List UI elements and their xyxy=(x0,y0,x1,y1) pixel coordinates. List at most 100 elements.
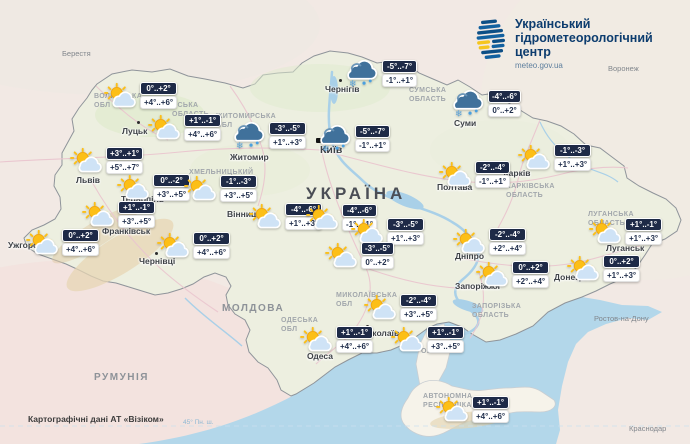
temp-range-top: -3°..-5° xyxy=(387,218,425,231)
city-label-полтава: Полтава xyxy=(437,182,473,192)
city-label-луцьк: Луцьк xyxy=(122,126,148,136)
temp-range-top: -1°..-3° xyxy=(220,175,258,188)
snow-cloud-icon: ❄ xyxy=(341,57,380,88)
city-label-ужгород: Ужгород xyxy=(8,240,44,250)
temp-range-bottom: +3°..+5° xyxy=(427,340,465,353)
temp-range-top: 0°..+2° xyxy=(603,255,641,268)
snow-cloud-icon: ❄ xyxy=(447,87,486,118)
capital-marker xyxy=(316,138,321,143)
oblast-label: СУМСЬКА ОБЛАСТЬ xyxy=(409,87,447,104)
temperature-label: 0°..+2° +2°..+4° xyxy=(512,261,550,288)
weather-station-kyiv: ❄ -5°..-7° -1°..+1° xyxy=(314,122,391,153)
temp-range-bottom: -1°..+1° xyxy=(355,139,391,152)
temp-range-bottom: 0°..+2° xyxy=(488,104,522,117)
sun-cloud-icon xyxy=(157,232,191,259)
weather-station-mykolaiv: -2°..-4° +3°..+5° xyxy=(364,294,438,321)
map-attribution: Картографічні дані АТ «Візіком» xyxy=(28,414,164,424)
temperature-label: -4°..-6° 0°..+2° xyxy=(488,90,522,117)
city-label-чернігів: Чернігів xyxy=(325,84,360,94)
svg-text:❄: ❄ xyxy=(349,80,356,88)
city-label-ростов-на-дону: Ростов-на-Дону xyxy=(594,314,649,323)
country-label-румунія: РУМУНІЯ xyxy=(94,372,149,383)
temperature-label: -3°..-5° +1°..+3° xyxy=(269,122,307,149)
latitude-label: 45° Пн. ш. xyxy=(183,419,214,426)
temp-range-top: +1°..-1° xyxy=(472,396,510,409)
weather-station-luhansk: +1°..-1° +1°..+3° xyxy=(589,218,663,245)
temperature-label: -2°..-4° -1°..+1° xyxy=(475,161,511,188)
temp-range-bottom: +3°..+5° xyxy=(118,215,156,228)
weather-station-lutsk: 0°..+2° +4°..+6° xyxy=(104,82,178,109)
weather-station-vinnytsia: -4°..-6° +1°..+3° xyxy=(249,203,323,230)
weather-station-lviv: +3°..+1° +5°..+7° xyxy=(70,147,144,174)
temp-range-bottom: +5°..+7° xyxy=(106,161,144,174)
oblast-label: ХАРКІВСЬКА ОБЛАСТЬ xyxy=(506,183,555,200)
sun-cloud-icon xyxy=(436,396,470,423)
uhmc-logo-mark xyxy=(476,19,506,59)
temp-range-bottom: +1°..+3° xyxy=(387,232,425,245)
temperature-label: +3°..+1° +5°..+7° xyxy=(106,147,144,174)
temp-range-top: +1°..-1° xyxy=(118,201,156,214)
logo-url[interactable]: meteo.gov.ua xyxy=(515,61,563,71)
temp-range-bottom: +3°..+5° xyxy=(153,188,191,201)
temp-range-top: -4°..-6° xyxy=(342,204,378,217)
temp-range-bottom: -1°..+1° xyxy=(475,175,511,188)
temperature-label: -1°..-3° +3°..+5° xyxy=(220,175,258,202)
temperature-label: -4°..-6° +1°..+3° xyxy=(285,203,323,230)
city-label-краснодар: Краснодар xyxy=(629,424,667,433)
weather-station-khmelnytskyi: -1°..-3° +3°..+5° xyxy=(184,175,258,202)
city-label-воронеж: Воронеж xyxy=(608,64,639,73)
oblast-label: ЛУГАНСЬКА ОБЛАСТЬ xyxy=(588,211,634,228)
temp-range-bottom: +4°..+6° xyxy=(472,410,510,423)
sun-cloud-icon xyxy=(70,147,104,174)
svg-text:❄: ❄ xyxy=(236,142,243,150)
temp-range-bottom: +2°..+4° xyxy=(512,275,550,288)
sun-cloud-icon xyxy=(26,229,60,256)
city-label-франківськ: Франківськ xyxy=(102,226,151,236)
temp-range-bottom: +1°..+3° xyxy=(554,158,592,171)
logo-title-line3: центр xyxy=(515,44,551,59)
temp-range-top: -1°..-3° xyxy=(554,144,592,157)
temp-range-bottom: +4°..+6° xyxy=(193,246,231,259)
temperature-label: +1°..-1° +4°..+6° xyxy=(472,396,510,423)
temp-range-bottom: 0°..+2° xyxy=(361,256,395,269)
temp-range-bottom: +3°..+5° xyxy=(400,308,438,321)
temp-range-bottom: +4°..+6° xyxy=(62,243,100,256)
snow-cloud-icon: ❄ xyxy=(314,122,353,153)
temperature-label: 0°..+2° +4°..+6° xyxy=(62,229,100,256)
svg-text:❄: ❄ xyxy=(455,110,462,118)
oblast-label: МИКОЛАЇВСЬКА ОБЛ xyxy=(336,292,398,309)
country-label-молдова: МОЛДОВА xyxy=(222,303,285,314)
sun-cloud-icon xyxy=(518,144,552,171)
city-label-житомир: Житомир xyxy=(230,152,269,162)
city-label-берестя: Берестя xyxy=(62,49,91,58)
temp-range-top: -5°..-7° xyxy=(382,60,418,73)
sun-cloud-icon xyxy=(589,218,623,245)
temp-range-top: 0°..+2° xyxy=(62,229,100,242)
temp-range-bottom: +1°..+3° xyxy=(603,269,641,282)
weather-station-chernivtsi: 0°..+2° +4°..+6° xyxy=(157,232,231,259)
sun-cloud-icon xyxy=(300,326,334,353)
temperature-label: -1°..-3° +1°..+3° xyxy=(554,144,592,171)
temp-range-top: +3°..+1° xyxy=(106,147,144,160)
sun-cloud-icon xyxy=(306,204,340,231)
temperature-label: +1°..-1° +4°..+6° xyxy=(184,114,222,141)
temperature-label: 0°..+2° +4°..+6° xyxy=(140,82,178,109)
temp-range-top: 0°..+2° xyxy=(193,232,231,245)
temperature-label: 0°..-2° +3°..+5° xyxy=(153,174,191,201)
temp-range-bottom: +1°..+3° xyxy=(625,232,663,245)
svg-text:❄: ❄ xyxy=(322,145,329,153)
sun-cloud-icon xyxy=(453,228,487,255)
weather-station-uzhhorod: 0°..+2° +4°..+6° xyxy=(26,229,100,256)
sun-cloud-icon xyxy=(364,294,398,321)
weather-station-kremenchuk: -3°..-5° +1°..+3° xyxy=(351,218,425,245)
weather-station-zaporizhzhia: 0°..+2° +2°..+4° xyxy=(476,261,550,288)
uhmc-logo[interactable]: Український гідрометеорологічний центр m… xyxy=(476,17,653,71)
temperature-label: +1°..-1° +3°..+5° xyxy=(118,201,156,228)
city-label-дніпро: Дніпро xyxy=(455,251,485,261)
weather-station-ternopil: 0°..-2° +3°..+5° xyxy=(117,174,191,201)
weather-station-chernihiv: ❄ -5°..-7° -1°..+1° xyxy=(341,57,418,88)
temp-range-top: -2°..-4° xyxy=(400,294,438,307)
temp-range-top: 0°..-2° xyxy=(153,174,191,187)
city-marker xyxy=(339,79,342,82)
